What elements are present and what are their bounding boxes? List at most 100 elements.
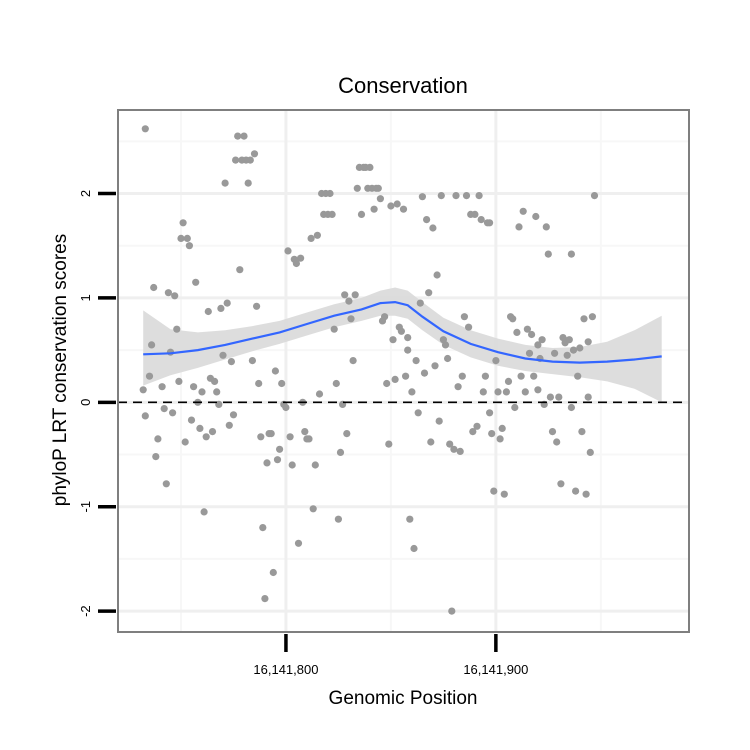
data-point [192,278,200,286]
data-point [513,328,521,336]
data-point [465,323,473,331]
data-point [444,354,452,363]
data-point [141,412,149,420]
data-point [504,377,513,385]
data-point [154,435,162,443]
data-point [250,150,259,158]
data-point [374,184,382,192]
data-point [532,212,540,221]
data-point [307,234,315,242]
data-point [328,210,336,218]
data-point [427,438,435,446]
data-point [511,403,519,412]
data-point [219,351,227,359]
x-tick-label: 16,141,900 [463,662,528,677]
data-point [565,336,573,344]
data-point [236,266,244,274]
data-point [458,372,466,380]
data-point [423,216,431,224]
data-point [412,357,420,365]
data-point [343,430,351,438]
data-point [248,357,256,365]
data-point [141,125,149,133]
data-point [567,403,576,412]
plot-area [117,109,690,633]
data-point [534,386,542,394]
data-point [580,315,588,323]
data-point [269,568,277,577]
data-point [521,388,529,396]
data-point [349,357,357,365]
data-point [145,372,154,380]
data-point [183,234,191,242]
data-point [345,297,353,305]
data-point [202,433,210,441]
data-point [393,200,401,208]
data-point [341,291,349,299]
data-point [200,508,208,516]
data-point [546,393,555,401]
data-point [158,383,166,391]
data-point [569,346,578,354]
data-point [227,358,235,366]
data-point [292,259,300,268]
data-point [509,315,517,323]
data-point [217,304,225,312]
x-axis-label: Genomic Position [329,688,478,709]
data-point [273,456,282,464]
data-point [213,388,221,396]
data-point [446,440,454,448]
data-point [500,490,508,498]
data-point [441,341,450,349]
data-point [370,205,378,213]
data-point [173,325,181,333]
data-point [263,459,271,467]
data-point [334,515,342,523]
data-point [259,524,267,532]
data-point [211,377,219,385]
data-point [563,351,571,359]
data-point [171,292,179,300]
data-point [234,132,242,140]
data-point [548,428,557,436]
data-point [404,334,412,342]
chart-title: Conservation [338,73,468,98]
x-tick-label: 16,141,800 [253,662,318,677]
data-point [196,424,204,432]
data-point [313,231,321,239]
data-point [416,299,424,307]
data-point [276,445,284,453]
data-point [267,430,275,438]
data-point [454,383,462,391]
data-point [387,202,395,210]
data-point [150,283,158,292]
data-point [282,403,290,412]
data-point [204,307,212,316]
data-point [530,372,538,380]
data-point [494,388,502,396]
data-point [534,341,542,349]
data-point [385,440,393,448]
data-point [139,386,147,394]
data-point [498,424,506,432]
data-point [353,184,361,192]
data-point [278,379,286,388]
data-point [488,430,496,438]
data-point [255,379,263,388]
data-point [477,216,485,224]
data-point [414,409,422,417]
data-point [232,156,240,164]
data-point [496,435,504,443]
data-point [418,193,426,201]
data-point [542,223,550,231]
data-point [551,349,559,357]
data-point [408,388,416,396]
y-tick-label: -2 [78,605,93,617]
data-point [460,313,468,321]
data-point [481,372,489,380]
data-point [336,448,345,456]
smooth-line-group [143,300,662,364]
data-point [164,289,172,297]
data-point [162,480,170,488]
data-point [376,195,384,203]
